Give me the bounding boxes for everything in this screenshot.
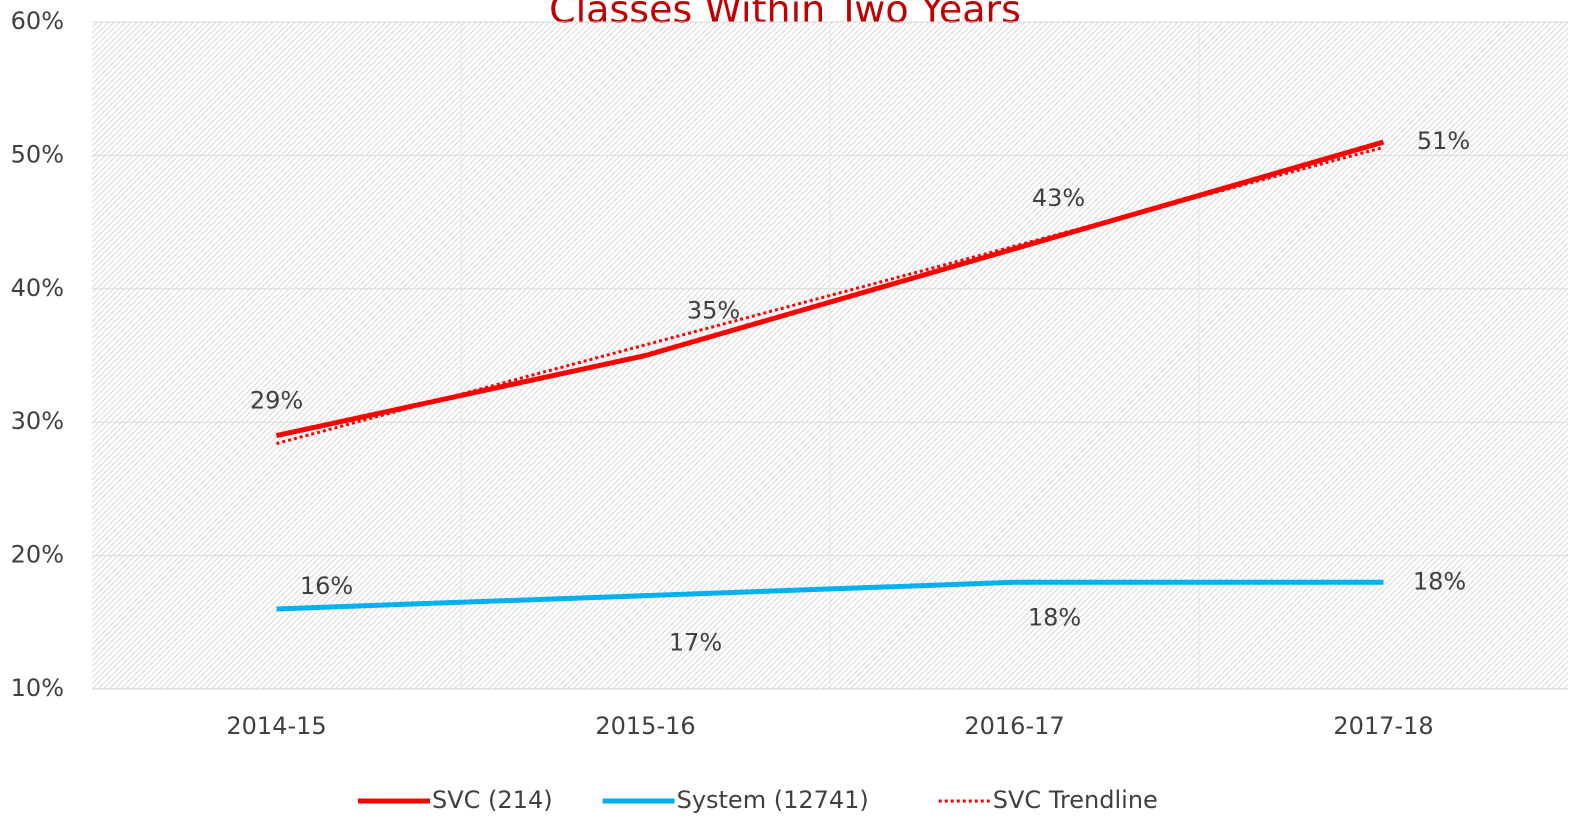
- data-label: 29%: [250, 387, 303, 415]
- y-tick-label: 50%: [11, 140, 64, 168]
- data-label: 43%: [1032, 184, 1085, 212]
- y-tick-label: 40%: [11, 274, 64, 302]
- y-tick-label: 30%: [11, 407, 64, 435]
- data-label: 17%: [669, 629, 722, 657]
- series-line: [276, 145, 1384, 445]
- y-tick-label: 20%: [11, 541, 64, 569]
- y-tick-label: 60%: [11, 7, 64, 35]
- data-label: 18%: [1028, 603, 1081, 631]
- legend-label: System (12741): [677, 786, 869, 814]
- data-label: 16%: [300, 572, 353, 600]
- legend-label: SVC Trendline: [993, 786, 1158, 814]
- data-label: 51%: [1417, 127, 1470, 155]
- y-tick-label: 10%: [11, 674, 64, 702]
- legend-label: SVC (214): [432, 786, 553, 814]
- data-label: 18%: [1413, 567, 1466, 595]
- chart-title: Classes Within Two Years: [549, 0, 1021, 32]
- series-line: [276, 579, 1384, 612]
- x-tick-label: 2014-15: [226, 712, 326, 740]
- x-tick-label: 2016-17: [964, 712, 1064, 740]
- x-tick-label: 2017-18: [1333, 712, 1433, 740]
- x-tick-label: 2015-16: [595, 712, 695, 740]
- data-label: 35%: [687, 297, 740, 325]
